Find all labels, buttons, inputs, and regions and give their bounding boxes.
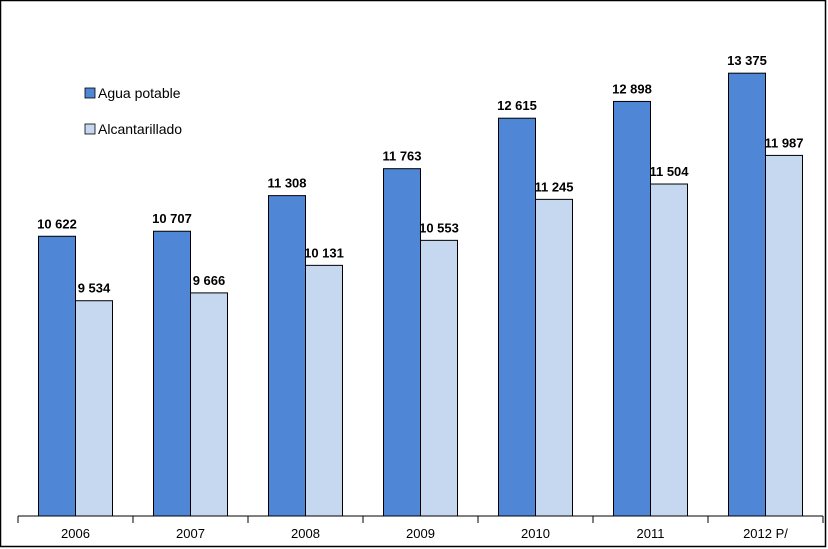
- bar-agua-potable: [728, 72, 766, 517]
- legend-swatch-agua-potable: [84, 87, 96, 99]
- bar-alcantarillado: [650, 183, 688, 517]
- bars-layer: [38, 72, 803, 517]
- bar-agua-potable: [383, 168, 421, 517]
- data-label: 12 615: [497, 98, 537, 113]
- data-labels-layer: 10 622 9 534 10 707 9 666 11 308 10 131 11 763…: [37, 53, 803, 296]
- x-tick-label: 2007: [176, 526, 205, 541]
- bar-alcantarillado: [190, 292, 228, 517]
- bar-agua-potable: [38, 235, 76, 517]
- x-ticks-layer: [17, 516, 824, 523]
- data-label: 11 504: [649, 164, 689, 179]
- bar-alcantarillado: [305, 264, 343, 517]
- x-tick-label: 2008: [291, 526, 320, 541]
- x-tick-label: 2011: [637, 526, 665, 541]
- bar-alcantarillado: [75, 300, 113, 517]
- legend-label-agua-potable: Agua potable: [98, 85, 181, 101]
- data-label: 11 763: [382, 149, 421, 164]
- data-label: 9 666: [193, 273, 226, 288]
- data-label: 9 534: [78, 281, 111, 296]
- data-label: 11 308: [267, 176, 306, 191]
- x-tick-label: 2006: [61, 526, 90, 541]
- x-tick-label: 2010: [521, 526, 550, 541]
- bar-alcantarillado: [765, 154, 803, 517]
- data-label: 10 707: [152, 211, 192, 226]
- x-tick-label: 2009: [406, 526, 435, 541]
- legend: Agua potable Alcantarillado: [84, 85, 182, 137]
- data-label: 10 622: [37, 216, 77, 231]
- legend-swatch-alcantarillado: [84, 123, 96, 135]
- bar-alcantarillado: [535, 198, 573, 517]
- bar-agua-potable: [498, 117, 536, 517]
- x-tick-labels-layer: 2006 2007 2008 2009 2010 2011 2012 P/: [61, 526, 788, 541]
- x-tick-label: 2012 P/: [743, 526, 788, 541]
- data-label: 10 131: [304, 245, 344, 260]
- data-label: 13 375: [727, 53, 767, 68]
- data-label: 11 245: [534, 179, 573, 194]
- bar-agua-potable: [153, 230, 191, 517]
- data-label: 11 987: [764, 135, 803, 150]
- bar-agua-potable: [613, 100, 651, 517]
- legend-label-alcantarillado: Alcantarillado: [98, 121, 182, 137]
- data-label: 12 898: [612, 81, 652, 96]
- bar-agua-potable: [268, 195, 306, 517]
- data-label: 10 553: [419, 220, 459, 235]
- bar-alcantarillado: [420, 239, 458, 517]
